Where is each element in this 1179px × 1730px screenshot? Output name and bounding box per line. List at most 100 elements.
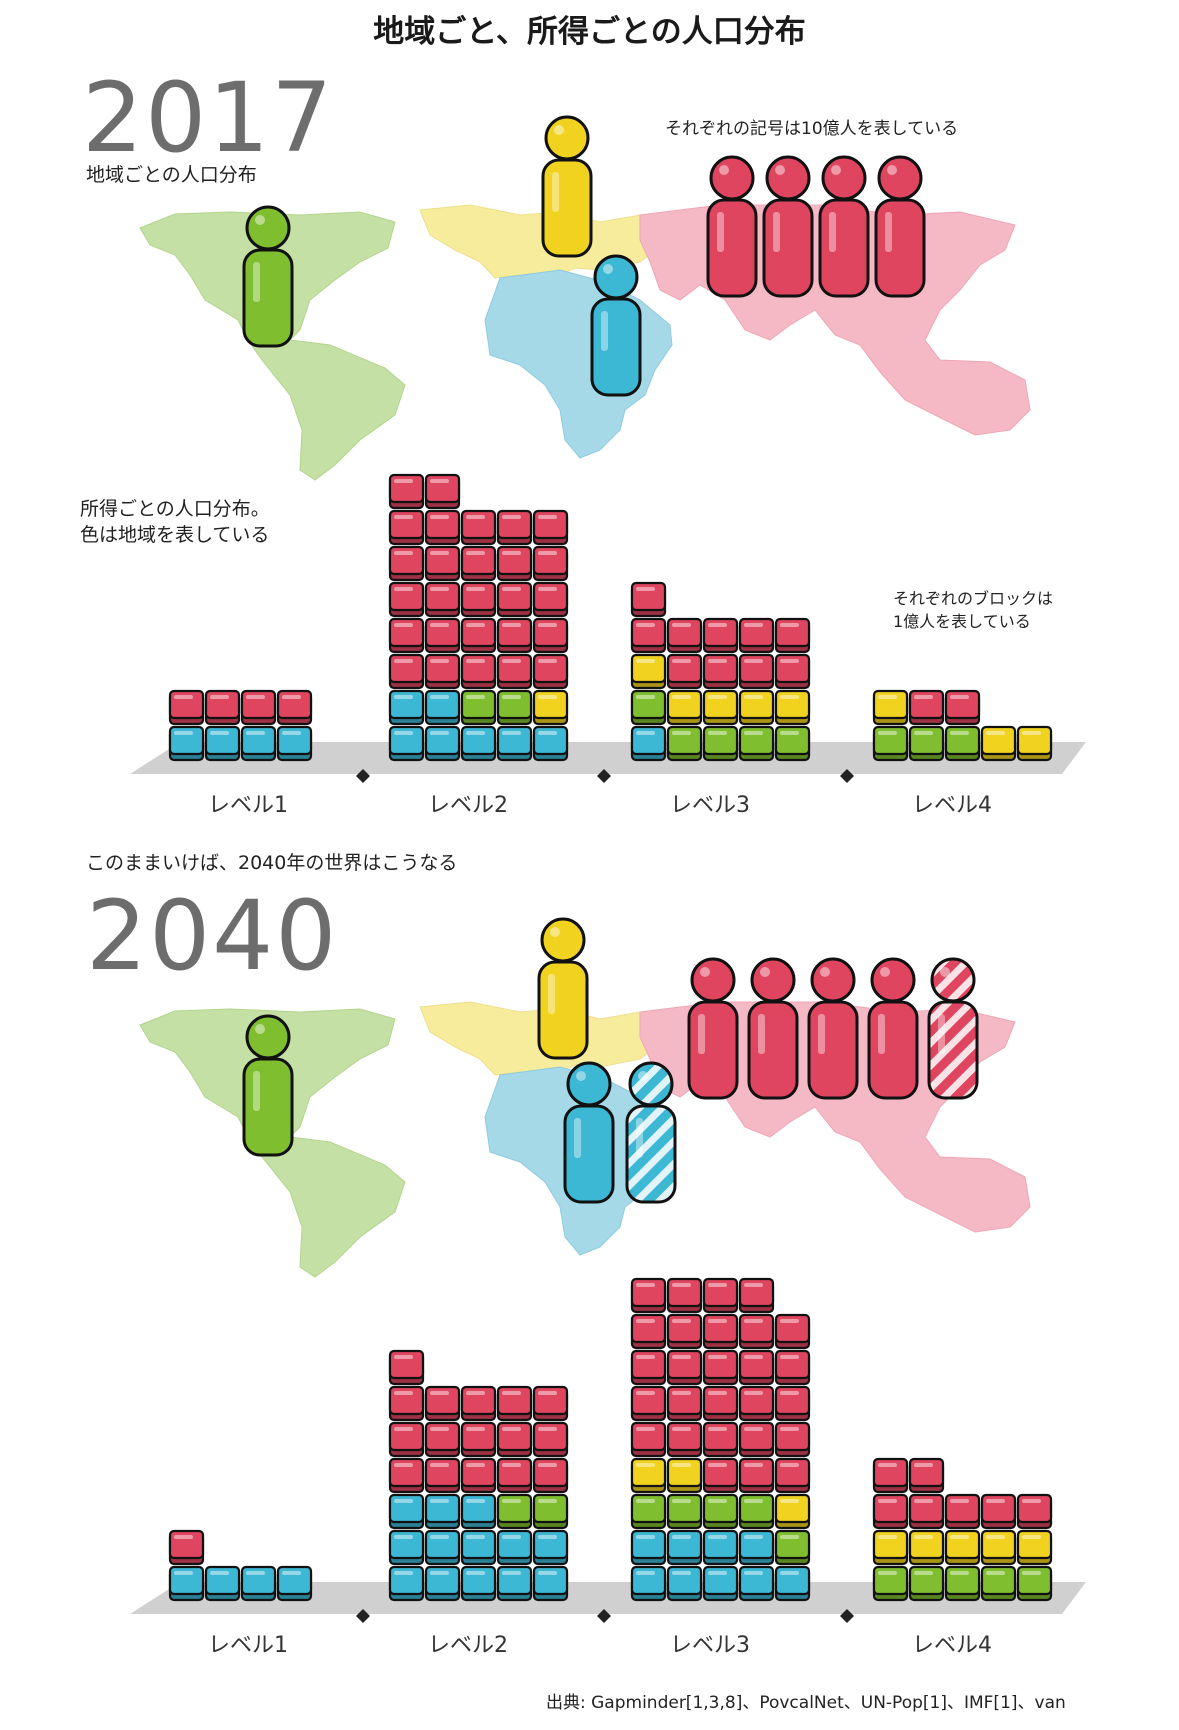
- population-block: [424, 617, 461, 654]
- level-label: レベル3: [670, 793, 750, 818]
- population-block: [460, 689, 497, 726]
- population-block: [168, 725, 205, 762]
- population-block: [168, 689, 205, 726]
- population-block: [496, 1565, 533, 1602]
- population-block: [276, 725, 313, 762]
- population-block: [168, 1529, 205, 1566]
- population-block: [496, 1493, 533, 1530]
- population-block: [424, 653, 461, 690]
- person-figure-asia: [706, 155, 758, 298]
- population-block: [460, 1457, 497, 1494]
- population-block: [424, 1385, 461, 1422]
- person-figure-americas: [242, 1014, 294, 1157]
- population-block: [388, 617, 425, 654]
- population-block: [738, 1349, 775, 1386]
- population-block: [630, 653, 667, 690]
- population-block: [908, 1529, 945, 1566]
- population-block: [460, 545, 497, 582]
- population-block: [944, 689, 981, 726]
- population-block: [496, 617, 533, 654]
- population-block: [532, 1385, 569, 1422]
- population-block: [532, 689, 569, 726]
- population-block: [630, 1277, 667, 1314]
- population-block: [774, 653, 811, 690]
- person-figure-americas: [242, 205, 294, 348]
- person-figure-asia: [762, 155, 814, 298]
- population-block: [702, 1529, 739, 1566]
- population-block: [774, 1529, 811, 1566]
- level-label: レベル1: [208, 1633, 288, 1658]
- population-block: [738, 1421, 775, 1458]
- person-figure-africa-new: [625, 1061, 677, 1204]
- level-separator: [356, 1609, 370, 1623]
- population-block: [666, 1565, 703, 1602]
- population-block: [944, 1493, 981, 1530]
- block-legend-note-line2: 1億人を表している: [893, 612, 1031, 631]
- population-block: [388, 1349, 425, 1386]
- population-block: [240, 725, 277, 762]
- population-block: [872, 1529, 909, 1566]
- population-block: [388, 1421, 425, 1458]
- population-block: [702, 1421, 739, 1458]
- population-block: [424, 473, 461, 510]
- population-block: [702, 1313, 739, 1350]
- population-block: [630, 689, 667, 726]
- population-block: [980, 1565, 1017, 1602]
- population-block: [738, 1385, 775, 1422]
- population-block: [702, 1493, 739, 1530]
- population-block: [496, 689, 533, 726]
- population-block: [630, 1565, 667, 1602]
- population-block: [460, 581, 497, 618]
- population-block: [872, 725, 909, 762]
- population-block: [532, 1493, 569, 1530]
- population-block: [496, 581, 533, 618]
- population-block: [630, 1457, 667, 1494]
- population-block: [388, 1529, 425, 1566]
- population-block: [532, 509, 569, 546]
- population-block: [774, 1493, 811, 1530]
- population-block: [424, 581, 461, 618]
- population-block: [774, 1385, 811, 1422]
- population-block: [496, 653, 533, 690]
- population-block: [774, 689, 811, 726]
- population-block: [532, 1529, 569, 1566]
- person-figure-asia: [818, 155, 870, 298]
- population-block: [1016, 1493, 1053, 1530]
- population-block: [460, 1421, 497, 1458]
- ground-strip: [130, 742, 1086, 774]
- person-figure-africa: [563, 1061, 615, 1204]
- level-label: レベル4: [912, 1633, 992, 1658]
- ground-strip: [130, 1582, 1086, 1614]
- population-block: [980, 1493, 1017, 1530]
- person-figure-asia: [874, 155, 926, 298]
- population-block: [424, 689, 461, 726]
- population-block: [666, 1313, 703, 1350]
- population-block: [702, 725, 739, 762]
- population-block: [666, 1493, 703, 1530]
- population-block: [388, 689, 425, 726]
- population-block: [738, 617, 775, 654]
- population-block: [496, 1529, 533, 1566]
- population-block: [532, 1457, 569, 1494]
- population-block: [532, 1565, 569, 1602]
- population-block: [908, 1457, 945, 1494]
- population-block: [666, 617, 703, 654]
- population-block: [168, 1565, 205, 1602]
- population-block: [496, 1457, 533, 1494]
- level-separator: [597, 1609, 611, 1623]
- block-legend-note-line1: それぞれのブロックは: [893, 589, 1054, 608]
- population-block: [388, 545, 425, 582]
- population-block: [666, 1385, 703, 1422]
- population-block: [276, 689, 313, 726]
- population-block: [738, 1277, 775, 1314]
- population-block: [496, 1421, 533, 1458]
- population-block: [424, 1493, 461, 1530]
- population-block: [532, 1421, 569, 1458]
- population-block: [630, 1529, 667, 1566]
- population-block: [424, 1565, 461, 1602]
- income-caption-line1: 所得ごとの人口分布。: [80, 498, 270, 520]
- population-block: [666, 1277, 703, 1314]
- population-block: [630, 1385, 667, 1422]
- population-block: [702, 1349, 739, 1386]
- population-block: [872, 689, 909, 726]
